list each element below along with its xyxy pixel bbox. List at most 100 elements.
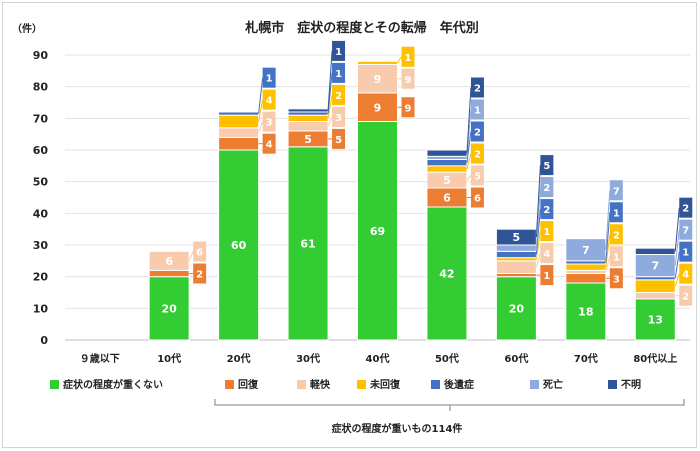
callout-box	[679, 263, 693, 284]
callout-leader	[535, 209, 541, 255]
callout-label: 3	[335, 113, 342, 124]
y-tick-label: 30	[33, 239, 49, 252]
callout-box	[540, 199, 554, 220]
data-label: 6	[165, 255, 173, 268]
callout-box	[193, 263, 207, 284]
callout-label: 7	[613, 186, 620, 197]
bar-segment	[426, 206, 468, 341]
callout-leader	[605, 256, 611, 273]
y-tick-label: 10	[33, 302, 49, 315]
legend-label: 回復	[238, 378, 259, 391]
bar-segment	[565, 263, 607, 271]
callout-label: 7	[682, 226, 689, 237]
x-tick-label: 10代	[157, 352, 181, 365]
data-label: 7	[651, 260, 659, 273]
callout-label: 1	[266, 74, 273, 85]
bar-segment	[426, 149, 468, 157]
bar-segment	[148, 276, 190, 341]
callout-box	[262, 67, 276, 88]
data-label: 6	[443, 192, 451, 205]
callout-leader	[397, 56, 402, 64]
callout-box	[332, 84, 346, 105]
y-tick-label: 60	[33, 144, 49, 157]
bar-segment	[634, 279, 676, 294]
callout-box	[262, 133, 276, 154]
bar-segment	[218, 136, 260, 151]
bar-segment	[634, 247, 676, 256]
callout-box	[609, 246, 623, 267]
callout-box	[609, 268, 623, 289]
callout-box	[262, 89, 276, 110]
bracket-label: 症状の程度が重いもの114件	[332, 422, 463, 435]
callout-label: 2	[474, 150, 481, 161]
bar-segment	[565, 273, 607, 284]
callout-label: 1	[613, 208, 620, 219]
legend-swatch	[431, 380, 440, 389]
callout-box	[679, 285, 693, 306]
y-tick-label: 80	[33, 81, 49, 94]
callout-leader	[674, 229, 680, 266]
bar-segment	[218, 149, 260, 341]
x-tick-label: ９歳以下	[80, 352, 120, 365]
data-label: 7	[582, 244, 590, 257]
legend-swatch	[357, 380, 366, 389]
callout-label: 2	[682, 292, 689, 303]
y-tick-label: 0	[40, 334, 48, 347]
y-tick-label: 70	[33, 112, 49, 125]
chart-title: 札幌市 症状の程度とその転帰 年代別	[244, 20, 479, 36]
callout-leader	[327, 50, 333, 111]
callout-label: 9	[405, 103, 412, 114]
legend-label: 後遺症	[444, 378, 474, 391]
data-label: 61	[300, 237, 315, 250]
bar-segment	[565, 282, 607, 341]
callout-box	[262, 111, 276, 132]
callout-label: 1	[682, 248, 689, 259]
data-label: 60	[231, 239, 247, 252]
bar-segment	[634, 292, 676, 300]
callout-box	[470, 165, 484, 186]
callout-leader	[674, 251, 680, 279]
callout-box	[470, 77, 484, 98]
bracket-line	[214, 399, 685, 406]
legend-swatch	[608, 380, 617, 389]
callout-leader	[674, 207, 680, 252]
callout-box	[332, 40, 346, 61]
callout-box	[679, 241, 693, 262]
callout-leader	[466, 175, 472, 181]
y-tick-label: 40	[33, 207, 49, 220]
callout-label: 3	[613, 274, 620, 285]
callout-leader	[327, 116, 333, 127]
callout-leader	[535, 231, 541, 260]
bar-segment	[218, 111, 260, 116]
callout-label: 4	[266, 96, 273, 107]
callout-box	[470, 121, 484, 142]
callout-leader	[466, 87, 472, 154]
callout-label: 2	[196, 270, 203, 281]
callout-label: 1	[474, 106, 481, 117]
callout-box	[540, 155, 554, 176]
callout-label: 5	[543, 161, 550, 172]
callout-box	[470, 99, 484, 120]
callout-label: 1	[335, 69, 342, 80]
x-tick-label: 80代以上	[633, 352, 677, 365]
bar-segment	[426, 165, 468, 173]
callout-leader	[258, 77, 264, 114]
callout-leader	[327, 94, 333, 119]
data-label: 5	[443, 174, 451, 187]
legend-label: 不明	[621, 379, 641, 391]
callout-label: 1	[543, 271, 550, 282]
data-label: 42	[439, 268, 454, 281]
legend-label: 軽快	[310, 378, 331, 391]
callout-label: 1	[543, 227, 550, 238]
data-label: 69	[370, 225, 385, 238]
callout-box	[540, 243, 554, 264]
data-label: 9	[374, 73, 382, 86]
y-tick-label: 20	[33, 271, 49, 284]
legend-swatch	[225, 380, 234, 389]
bar-segment	[218, 127, 260, 138]
bar-segment	[218, 114, 260, 129]
callout-label: 2	[474, 84, 481, 95]
callout-leader	[605, 212, 611, 263]
legend-label: 死亡	[543, 378, 563, 391]
